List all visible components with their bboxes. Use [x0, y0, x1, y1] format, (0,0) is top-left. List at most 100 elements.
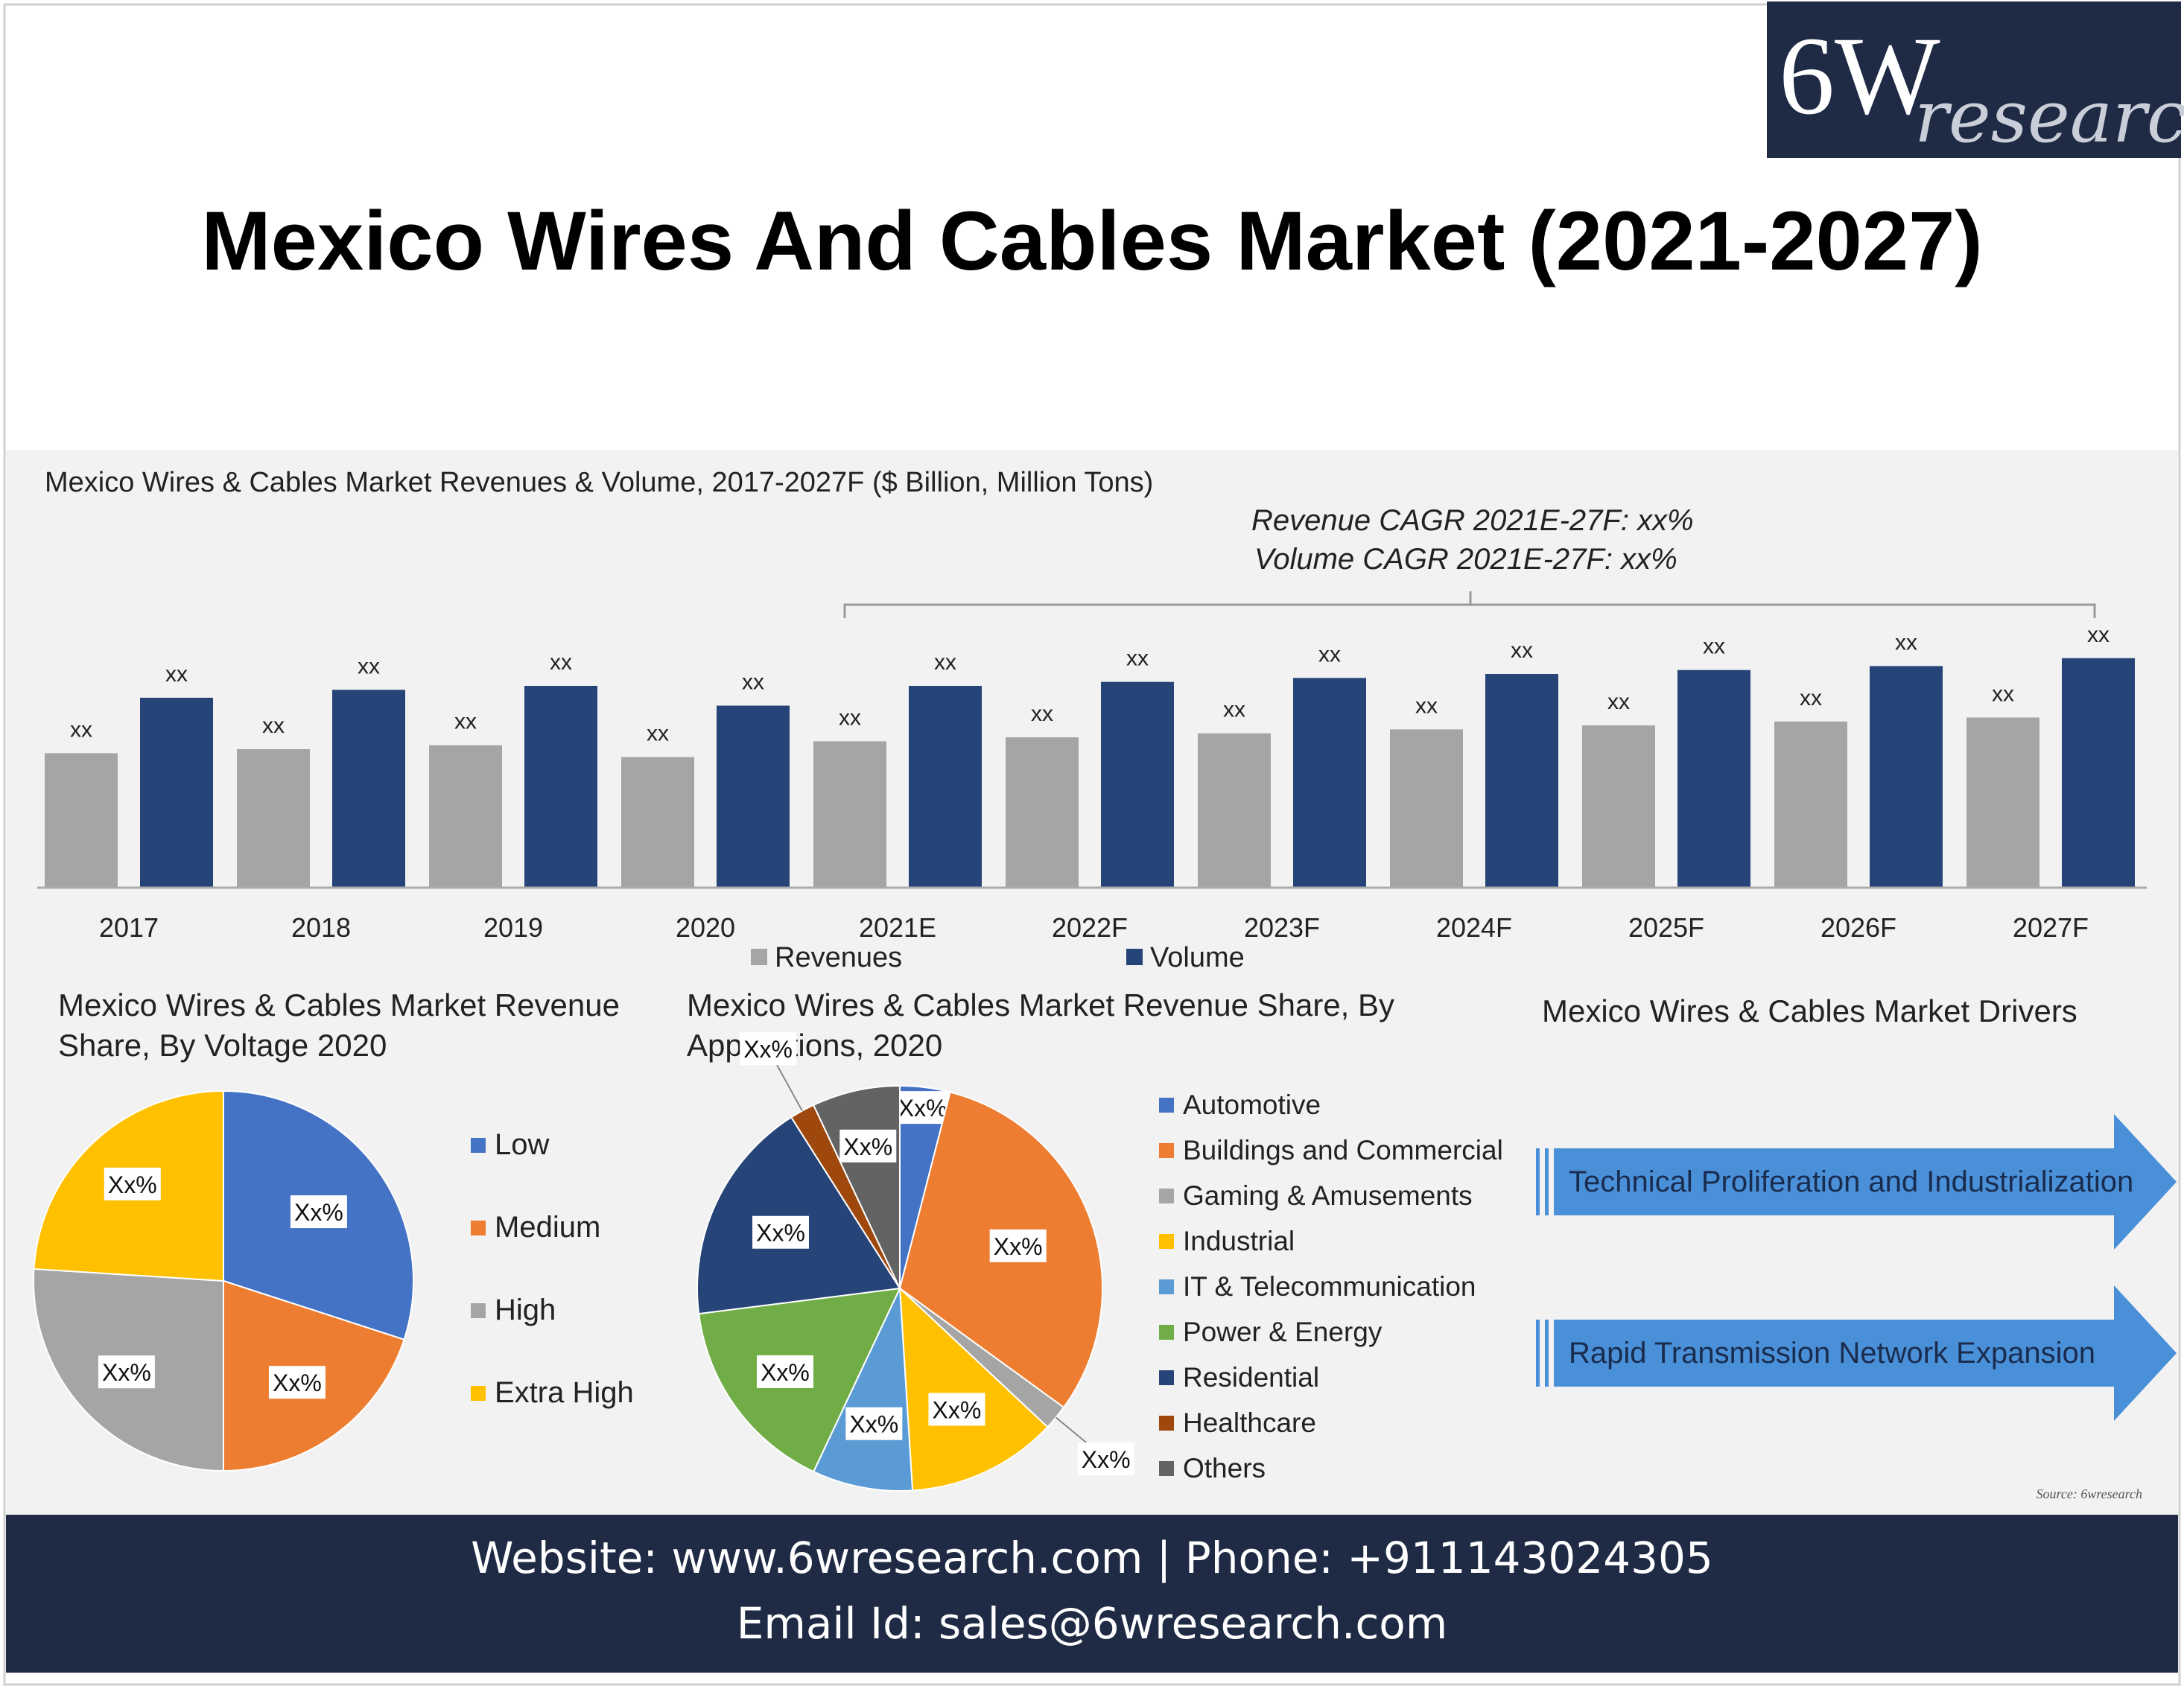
logo-6w: 6W: [1779, 14, 1940, 138]
pie2-legend-swatch-2: [1159, 1189, 1174, 1203]
applications-pie-title-line2: Applications, 2020: [687, 1028, 942, 1063]
bar-label-volume-2023F: xx: [1318, 642, 1341, 667]
pie1-label-box-3: [104, 1167, 161, 1200]
pie2-label-1: Xx%: [994, 1233, 1043, 1260]
bars: xx xx xx xx xx xx xx xx xx xx xx xx xx xx xx xx xx xx xx xx…: [45, 623, 2135, 888]
bar-label-revenues-2017: xx: [70, 717, 92, 742]
x-tick-2019: 2019: [483, 912, 543, 943]
footer-background: [6, 1515, 2178, 1673]
drivers-title: Mexico Wires & Cables Market Drivers: [1542, 993, 2077, 1028]
bar-label-volume-2017: xx: [165, 662, 188, 687]
x-axis-ticks: 2017 2018 2019 2020 2021E 2022F 2023F 2024F 2025…: [99, 912, 2089, 943]
pie2-legend-label-8: Others: [1183, 1453, 1266, 1483]
bar-label-revenues-2020: xx: [647, 722, 669, 746]
driver-arrow-1-shape: [1554, 1114, 2177, 1250]
legend-swatch-volume: [1126, 949, 1143, 965]
pie2-legend-label-0: Automotive: [1183, 1090, 1321, 1120]
pie1-legend-swatch-0: [471, 1138, 486, 1153]
pie2-legend-swatch-1: [1159, 1143, 1174, 1158]
logo-research: research: [1914, 75, 2184, 159]
bar-volume-2023F: [1293, 678, 1366, 888]
bar-label-revenues-2026F: xx: [1800, 686, 1822, 710]
x-tick-2018: 2018: [291, 912, 351, 943]
pie2-legend-swatch-3: [1159, 1234, 1174, 1249]
bar-volume-2017: [140, 697, 213, 888]
pie2-legend-label-1: Buildings and Commercial: [1183, 1135, 1503, 1165]
pie2-legend-label-7: Healthcare: [1183, 1408, 1316, 1438]
pie1-label-2: Xx%: [102, 1359, 151, 1386]
cagr-bracket: [843, 591, 2096, 618]
source-note: Source: 6wresearch: [2037, 1486, 2142, 1501]
bar-label-revenues-2018: xx: [262, 713, 285, 738]
pie2-label-6: Xx%: [756, 1220, 805, 1247]
volume-cagr-annotation: Volume CAGR 2021E-27F: xx%: [1254, 543, 1677, 576]
drivers-section: Mexico Wires & Cables Market Drivers Tec…: [1536, 993, 2177, 1501]
logo: 6W research: [1767, 1, 2184, 159]
pie1-label-3: Xx%: [108, 1171, 157, 1198]
bar-label-volume-2021E: xx: [934, 650, 956, 675]
pie2-label-box-3: [928, 1393, 985, 1426]
bar-chart-legend: Revenues Volume: [751, 942, 1245, 973]
bar-volume-2026F: [1870, 666, 1943, 888]
voltage-pie-title-line1: Mexico Wires & Cables Market Revenue: [58, 987, 620, 1022]
pie2-slice-3: [898, 1286, 1049, 1492]
pie2-legend-swatch-8: [1159, 1461, 1174, 1476]
applications-pie-chart: Mexico Wires & Cables Market Revenue Sha…: [687, 987, 1503, 1492]
pie1-legend-label-1: Medium: [495, 1211, 600, 1244]
bar-label-volume-2025F: xx: [1703, 634, 1725, 659]
x-tick-2022F: 2022F: [1052, 912, 1128, 943]
pie2-label-box-1: [989, 1229, 1047, 1262]
bar-label-volume-2018: xx: [358, 654, 380, 678]
bar-label-revenues-2021E: xx: [839, 705, 861, 730]
bar-label-volume-2027F: xx: [2087, 623, 2110, 647]
pie2-legend-label-5: Power & Energy: [1183, 1317, 1383, 1347]
pie1-label-box-1: [268, 1366, 326, 1399]
bar-chart-title: Mexico Wires & Cables Market Revenues & …: [45, 467, 1153, 498]
pie1-legend-swatch-3: [471, 1386, 486, 1401]
pie2-legend-swatch-6: [1159, 1370, 1174, 1385]
footer: Website: www.6wresearch.com | Phone: +91…: [6, 1515, 2178, 1673]
x-tick-2017: 2017: [99, 912, 159, 943]
pie2-label-box-5: [756, 1355, 813, 1388]
pie2-label-7: Xx%: [743, 1036, 793, 1063]
bar-label-revenues-2023F: xx: [1223, 698, 1245, 722]
pie2-legend-swatch-5: [1159, 1325, 1174, 1340]
bar-chart: Mexico Wires & Cables Market Revenues & …: [37, 467, 2147, 973]
pie1-label-box-0: [290, 1195, 347, 1229]
pie1-legend-swatch-2: [471, 1303, 486, 1318]
bar-revenues-2026F: [1774, 721, 1847, 888]
pie2-legend-swatch-7: [1159, 1416, 1174, 1431]
bar-revenues-2027F: [1966, 717, 2039, 888]
x-tick-2025F: 2025F: [1628, 912, 1704, 943]
revenue-cagr-annotation: Revenue CAGR 2021E-27F: xx%: [1251, 504, 1694, 537]
legend-swatch-revenues: [751, 949, 767, 965]
pie2-label-3: Xx%: [933, 1396, 982, 1423]
bar-label-volume-2024F: xx: [1511, 638, 1533, 663]
bar-revenues-2024F: [1390, 729, 1463, 888]
bar-label-revenues-2024F: xx: [1415, 693, 1438, 718]
bar-label-revenues-2022F: xx: [1031, 702, 1053, 726]
voltage-pie-title-line2: Share, By Voltage 2020: [58, 1028, 387, 1063]
pie1-legend-swatch-1: [471, 1221, 486, 1235]
x-tick-2026F: 2026F: [1820, 912, 1896, 943]
pie1-legend-label-2: High: [495, 1294, 556, 1326]
bar-revenues-2022F: [1006, 737, 1079, 888]
pie1-label-box-2: [98, 1355, 155, 1389]
bar-label-volume-2022F: xx: [1126, 646, 1149, 671]
pie2-label-box-0: [894, 1091, 951, 1125]
footer-email: Email Id: sales@6wresearch.com: [737, 1598, 1448, 1649]
x-tick-2021E: 2021E: [859, 912, 936, 943]
bar-volume-2025F: [1677, 669, 1750, 888]
logo-background: [1767, 1, 2181, 158]
pie2-label-box-4: [845, 1407, 903, 1440]
pie2-legend-label-6: Residential: [1183, 1362, 1319, 1393]
driver-arrow-2-bar-b: [1545, 1320, 1549, 1387]
x-tick-2020: 2020: [676, 912, 735, 943]
pie2-label-2: Xx%: [1082, 1446, 1131, 1473]
bar-revenues-2017: [45, 753, 118, 888]
bar-label-volume-2019: xx: [550, 650, 572, 675]
bar-label-revenues-2027F: xx: [1992, 681, 2014, 706]
bar-volume-2021E: [909, 685, 982, 888]
driver-arrow-2-shape: [1554, 1285, 2177, 1421]
